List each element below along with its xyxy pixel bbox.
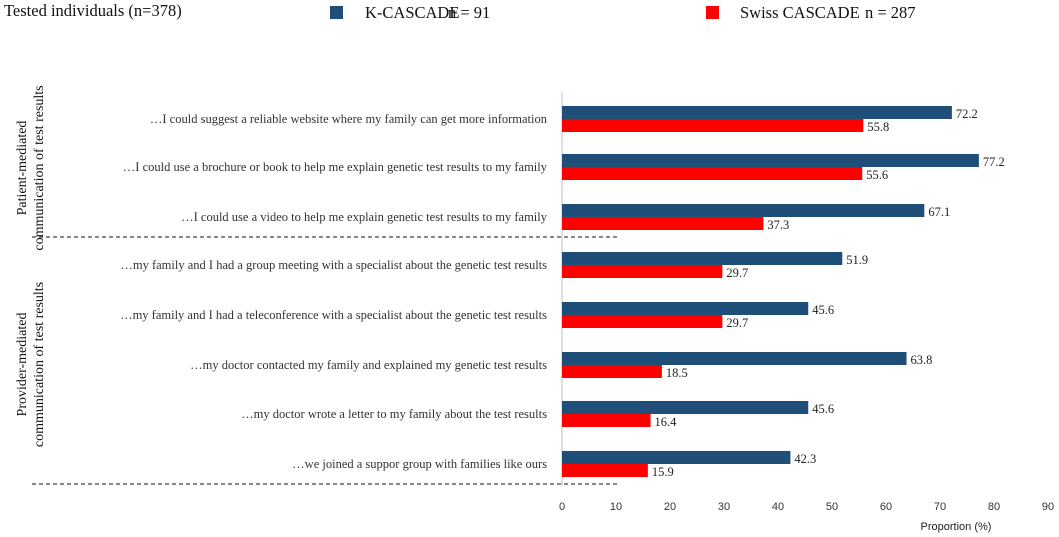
swiss-cascade-bar bbox=[562, 464, 648, 477]
value-label: 29.7 bbox=[726, 316, 748, 330]
category-label: …my family and I had a teleconference wi… bbox=[120, 308, 547, 322]
legend-label: K-CASCADE bbox=[365, 3, 459, 22]
legend-n-label: n = 91 bbox=[448, 3, 490, 22]
category-labels: …I could suggest a reliable website wher… bbox=[120, 112, 548, 471]
k-cascade-bar bbox=[562, 204, 925, 217]
x-tick-label: 10 bbox=[610, 501, 622, 513]
value-label: 37.3 bbox=[767, 218, 789, 232]
x-tick-label: 60 bbox=[880, 501, 892, 513]
value-labels: 72.2 77.2 67.1 51.9 45.6 63.8 45.6 42.3 55.8 55.6… bbox=[652, 107, 1005, 479]
legend-swatch bbox=[330, 6, 343, 19]
category-label: …I could use a brochure or book to help … bbox=[123, 160, 548, 174]
value-label: 45.6 bbox=[812, 402, 834, 416]
group-label-line1: Patient-mediated bbox=[15, 121, 30, 216]
group-label-line1: Provider-mediated bbox=[15, 313, 30, 417]
value-label: 16.4 bbox=[655, 415, 678, 429]
swiss-cascade-bar bbox=[562, 414, 651, 427]
k-cascade-bar bbox=[562, 106, 952, 119]
k-cascade-bar bbox=[562, 154, 979, 167]
category-label: …my family and I had a group meeting wit… bbox=[120, 258, 547, 272]
k-cascade-bar bbox=[562, 252, 843, 265]
value-label: 18.5 bbox=[666, 366, 688, 380]
value-label: 42.3 bbox=[794, 452, 816, 466]
legend-label: Swiss CASCADE bbox=[740, 3, 860, 22]
x-tick-label: 70 bbox=[934, 501, 946, 513]
swiss-cascade-bar bbox=[562, 217, 764, 230]
value-label: 67.1 bbox=[928, 205, 950, 219]
bars bbox=[562, 106, 979, 477]
swiss-cascade-bar bbox=[562, 167, 863, 180]
x-tick-label: 40 bbox=[772, 501, 784, 513]
value-label: 63.8 bbox=[911, 353, 933, 367]
swiss-cascade-bar bbox=[562, 365, 662, 378]
k-cascade-bar bbox=[562, 352, 907, 365]
k-cascade-bar bbox=[562, 401, 809, 414]
legend-swatch bbox=[706, 6, 719, 19]
x-tick-label: 20 bbox=[664, 501, 676, 513]
x-tick-label: 90 bbox=[1042, 501, 1054, 513]
value-label: 45.6 bbox=[812, 303, 834, 317]
category-label: …we joined a suppor group with families … bbox=[292, 457, 547, 471]
swiss-cascade-bar bbox=[562, 315, 723, 328]
value-label: 55.6 bbox=[866, 168, 888, 182]
swiss-cascade-bar bbox=[562, 119, 864, 132]
x-tick-label: 50 bbox=[826, 501, 838, 513]
value-label: 72.2 bbox=[956, 107, 978, 121]
x-axis-label: Proportion (%) bbox=[921, 521, 992, 533]
swiss-cascade-bar bbox=[562, 265, 723, 278]
x-tick-label: 0 bbox=[559, 501, 565, 513]
k-cascade-bar bbox=[562, 451, 791, 464]
legend-n-label: n = 287 bbox=[865, 3, 916, 22]
chart-title: Tested individuals (n=378) bbox=[4, 1, 182, 20]
value-label: 29.7 bbox=[726, 266, 748, 280]
category-label: …I could suggest a reliable website wher… bbox=[150, 112, 548, 126]
category-label: …my doctor contacted my family and expla… bbox=[190, 358, 547, 372]
x-tick-label: 30 bbox=[718, 501, 730, 513]
group-label-line2: communication of test results bbox=[32, 282, 47, 447]
category-label: …my doctor wrote a letter to my family a… bbox=[241, 407, 547, 421]
category-label: …I could use a video to help me explain … bbox=[181, 210, 548, 224]
group-labels: Patient-mediated communication of test re… bbox=[15, 85, 47, 447]
x-tick-label: 80 bbox=[988, 501, 1000, 513]
k-cascade-bar bbox=[562, 302, 809, 315]
group-separators bbox=[32, 236, 620, 485]
value-label: 15.9 bbox=[652, 465, 674, 479]
value-label: 51.9 bbox=[846, 253, 868, 267]
group-label-line2: communication of test results bbox=[32, 85, 47, 250]
value-label: 77.2 bbox=[983, 155, 1005, 169]
value-label: 55.8 bbox=[867, 120, 889, 134]
